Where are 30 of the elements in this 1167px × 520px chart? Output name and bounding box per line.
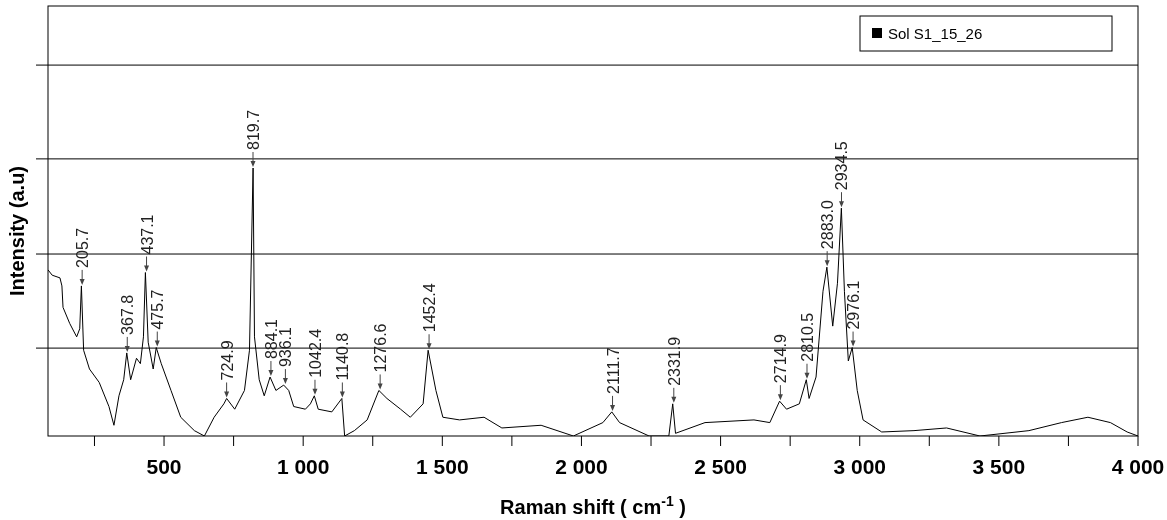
annotation: 1042.4 [306,328,324,378]
annotation: 1276.6 [372,323,390,373]
annotation: 884.1 [262,318,280,360]
legend-label: Sol S1_15_26 [888,25,983,42]
x-tick-label: 2 000 [555,455,608,478]
annotation: 367.8 [119,294,137,335]
annotation: 437.1 [138,214,156,255]
annotation: 2331.9 [665,336,683,386]
annotation: 205.7 [74,227,92,268]
annotation: 819.7 [245,109,262,150]
x-axis-title: Raman shift ( cm$^{-1}$ ) [500,493,686,518]
y-axis-title: Intensity (a.u) [6,165,28,297]
x-tick-label: 2 500 [694,455,747,478]
x-tick-label: 1 000 [276,455,330,478]
x-tick-label: 4 000 [1111,455,1165,478]
annotation: 2810.5 [798,312,816,362]
annotation: 2976.1 [845,280,863,330]
annotation: 2883.0 [819,200,837,250]
annotation: 2714.9 [772,334,790,384]
annotation: 936.1 [277,326,295,368]
annotation: 2111.7 [604,347,622,394]
annotation: 724.9 [218,340,236,381]
x-tick-label: 1 500 [416,455,469,478]
x-tick-label: 3 000 [833,455,887,478]
x-tick-label: 500 [146,455,182,478]
annotation: 1452.4 [421,283,439,333]
annotation: 2934.5 [833,141,851,191]
annotation: 475.7 [149,289,167,330]
annotation: 1140.8 [334,332,352,381]
x-tick-label: 3 500 [972,455,1026,478]
